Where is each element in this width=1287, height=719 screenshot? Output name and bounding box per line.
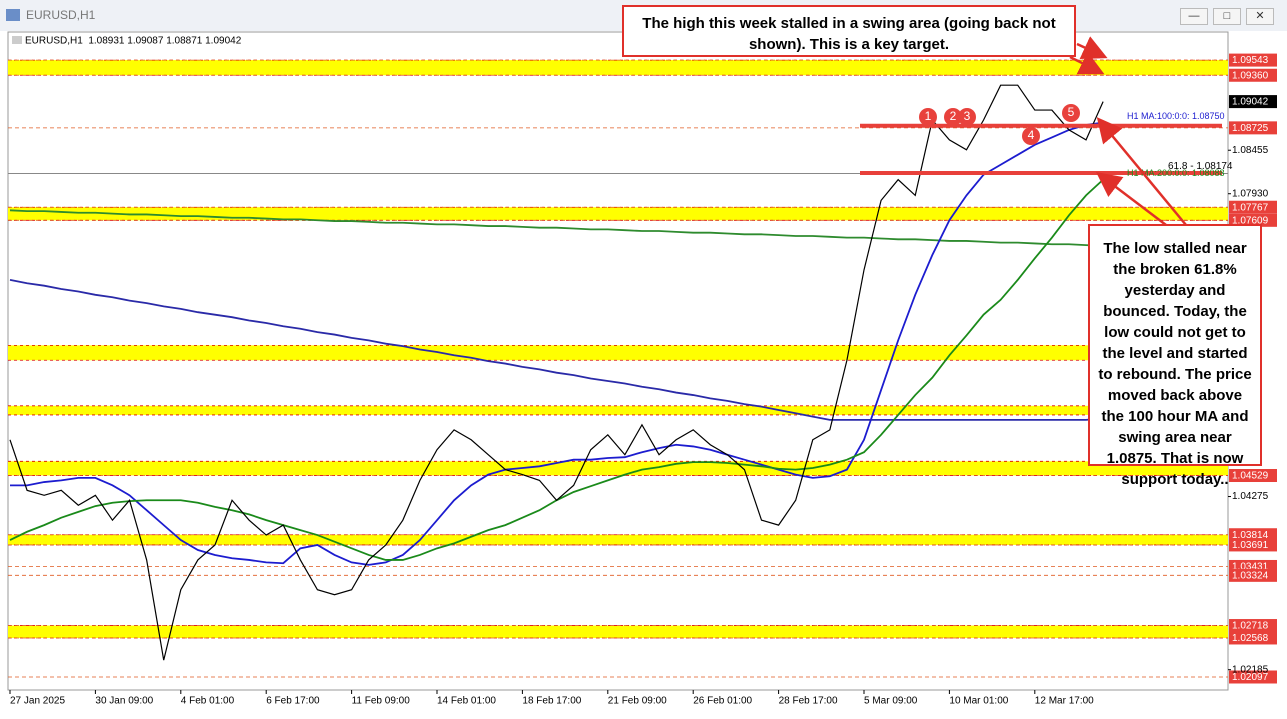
level-label: 1.02097 [1232, 672, 1269, 683]
marker [958, 108, 976, 126]
level-box [1229, 200, 1277, 214]
minimize-button[interactable]: — [1180, 8, 1208, 25]
marker-label: 5 [1068, 105, 1075, 119]
level-label: 1.02718 [1232, 621, 1269, 632]
x-tick-label: 10 Mar 01:00 [949, 696, 1008, 707]
y-tick-label: 1.07930 [1232, 188, 1269, 199]
y-tick-label: 1.08455 [1232, 145, 1269, 156]
x-tick-label: 18 Feb 17:00 [522, 696, 581, 707]
zone [8, 60, 1228, 76]
level-label: 1.03691 [1232, 540, 1269, 551]
x-tick-label: 4 Feb 01:00 [181, 696, 235, 707]
x-tick-label: 12 Mar 17:00 [1035, 696, 1094, 707]
x-tick-label: 27 Jan 2025 [10, 696, 65, 707]
x-tick-label: 26 Feb 01:00 [693, 696, 752, 707]
x-tick-label: 14 Feb 01:00 [437, 696, 496, 707]
series-label: H1 MA:100:0:0: 1.08750 [1127, 111, 1225, 121]
marker-label: 4 [1028, 128, 1035, 142]
close-button[interactable]: ✕ [1246, 8, 1274, 25]
x-tick-label: 28 Feb 17:00 [779, 696, 838, 707]
level-label: 1.07609 [1232, 215, 1269, 226]
series-line [9, 84, 1104, 661]
level-box [1229, 631, 1277, 645]
level-label: 1.08725 [1232, 123, 1269, 134]
level-label: 1.03431 [1232, 562, 1269, 573]
level-box [1229, 469, 1277, 483]
zone [8, 625, 1228, 638]
zone [8, 345, 1228, 361]
arrow [1096, 117, 1187, 226]
x-tick-label: 30 Jan 09:00 [95, 696, 153, 707]
level-box [1229, 619, 1277, 633]
level-label: 1.03324 [1232, 570, 1269, 581]
level-label: 1.09360 [1232, 70, 1269, 81]
zone [8, 534, 1228, 545]
x-tick-label: 21 Feb 09:00 [608, 696, 667, 707]
level-box [1229, 538, 1277, 552]
series-label: H1 MA:200:0:0: 1.08088 [1127, 168, 1225, 178]
header-icon [12, 36, 22, 44]
zone [8, 461, 1228, 476]
current-price-label: 1.09042 [1232, 97, 1269, 108]
marker-label: 2 [950, 109, 957, 123]
series-line [9, 209, 1104, 247]
level-label: 1.03814 [1232, 530, 1269, 541]
level-box [1229, 68, 1277, 82]
fib-label: 61.8 - 1.08174 [1168, 161, 1233, 172]
arrow [1069, 51, 1105, 75]
level-box [1229, 213, 1277, 227]
marker-label: 1 [925, 109, 932, 123]
level-label: 1.02568 [1232, 633, 1269, 644]
window-title: EURUSD,H1 [26, 8, 96, 22]
x-tick-label: 6 Feb 17:00 [266, 696, 320, 707]
y-tick-label: 1.04275 [1232, 491, 1269, 502]
level-label: 1.07767 [1232, 202, 1269, 213]
markers: 1 2 3 4 5 [919, 104, 1080, 145]
maximize-button[interactable]: □ [1213, 8, 1241, 25]
level-box [1229, 528, 1277, 542]
level-box [1229, 53, 1277, 67]
annotation: The high this week stalled in a swing ar… [622, 5, 1076, 57]
x-tick-label: 11 Feb 09:00 [352, 696, 411, 707]
level-box [1229, 121, 1277, 135]
level-label: 1.09543 [1232, 55, 1269, 66]
marker-label: 3 [964, 109, 971, 123]
series-line [9, 279, 1104, 421]
annotation: The low stalled near the broken 61.8% ye… [1088, 224, 1262, 488]
marker [1022, 127, 1040, 145]
x-tick-label: 5 Mar 09:00 [864, 696, 918, 707]
chart-header: EURUSD,H1 1.08931 1.09087 1.08871 1.0904… [25, 36, 242, 47]
series-line [10, 121, 1104, 566]
level-box [1229, 568, 1277, 582]
marker [944, 108, 962, 126]
current-price-box [1229, 95, 1277, 109]
marker [1062, 104, 1080, 122]
level-box [1229, 670, 1277, 684]
zone [8, 207, 1228, 221]
level-label: 1.04529 [1232, 471, 1269, 482]
zone [8, 405, 1228, 415]
plot-area [7, 31, 1229, 691]
window-icon [6, 9, 20, 21]
arrow [1096, 171, 1167, 226]
marker [919, 108, 937, 126]
y-tick-label: 1.02185 [1232, 664, 1269, 675]
